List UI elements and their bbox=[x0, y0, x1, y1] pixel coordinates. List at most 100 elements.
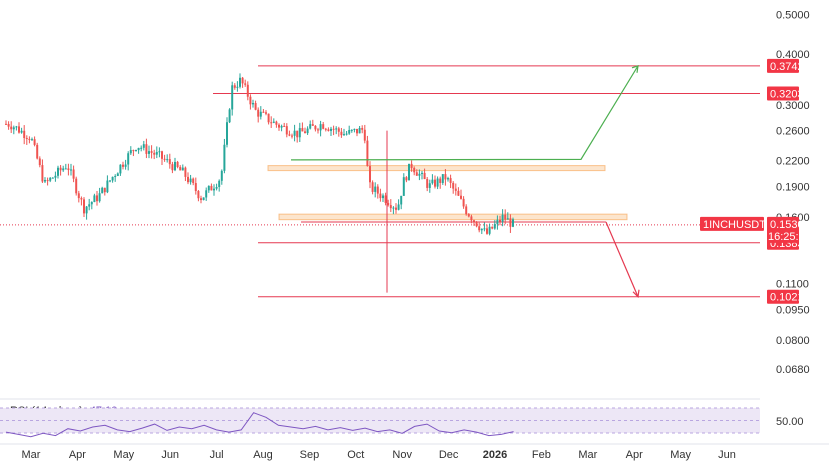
candle-body bbox=[270, 122, 273, 124]
candle-body bbox=[434, 179, 436, 187]
candle-body bbox=[20, 130, 23, 133]
candle-body bbox=[205, 190, 208, 198]
price-tick-label: 0.4000 bbox=[776, 49, 810, 61]
time-axis-label: May bbox=[670, 449, 691, 461]
candle-body bbox=[226, 122, 228, 145]
candle-body bbox=[405, 177, 408, 181]
candle-body bbox=[275, 121, 278, 125]
price-axis[interactable]: 0.50000.40000.30000.26000.22000.19000.16… bbox=[776, 9, 810, 376]
candle-body bbox=[460, 195, 462, 199]
candle-body bbox=[366, 140, 369, 167]
candle-body bbox=[189, 178, 192, 183]
candle-body bbox=[384, 195, 387, 203]
candle-body bbox=[296, 130, 299, 138]
level-price-tag bbox=[767, 289, 799, 304]
level-price-tag-label: 0.3742 bbox=[770, 61, 804, 73]
candle-body bbox=[25, 138, 28, 140]
current-price-label: 0.1530 bbox=[770, 219, 804, 231]
candle-body bbox=[389, 205, 392, 209]
candle-body bbox=[304, 131, 306, 134]
candle-body bbox=[90, 202, 93, 205]
candle-body bbox=[330, 128, 332, 131]
candle-body bbox=[496, 219, 499, 225]
candle-body bbox=[168, 159, 171, 165]
candle-body bbox=[470, 216, 473, 221]
candle-body bbox=[272, 121, 275, 123]
candle-body bbox=[218, 180, 221, 188]
candle-body bbox=[345, 133, 348, 135]
symbol-tag bbox=[700, 216, 764, 231]
candle-body bbox=[194, 183, 197, 192]
rsi-pane[interactable]: RSI (14, close) 47.10 50.00 bbox=[0, 398, 804, 438]
candle-body bbox=[200, 198, 202, 201]
candle-body bbox=[332, 128, 335, 130]
candle-body bbox=[171, 164, 174, 171]
candle-body bbox=[119, 164, 122, 174]
candle-body bbox=[127, 153, 130, 165]
candle-body bbox=[257, 109, 260, 117]
candle-body bbox=[278, 124, 280, 128]
candle-body bbox=[324, 128, 327, 130]
candle-body bbox=[132, 150, 135, 152]
candle-body bbox=[262, 111, 265, 113]
candles bbox=[5, 73, 514, 236]
candle-body bbox=[231, 85, 234, 110]
bullish-arrowhead bbox=[631, 64, 639, 73]
candle-body bbox=[397, 204, 400, 210]
price-zones bbox=[267, 165, 628, 221]
candle-body bbox=[327, 129, 330, 131]
time-axis[interactable]: Mar Apr May Jun Jul Aug Sep Oct Nov Dec 2026 Feb Mar… bbox=[0, 443, 829, 461]
candle-body bbox=[181, 167, 184, 171]
candle-body bbox=[75, 178, 78, 194]
candle-body bbox=[176, 161, 179, 168]
candle-body bbox=[77, 193, 80, 199]
candle-body bbox=[439, 178, 442, 183]
price-tick-label: 0.0680 bbox=[776, 364, 810, 376]
candle-body bbox=[36, 144, 39, 159]
level-price-tag bbox=[767, 86, 799, 101]
candle-body bbox=[353, 128, 356, 130]
candle-body bbox=[111, 176, 114, 181]
candle-body bbox=[41, 165, 44, 182]
candle-body bbox=[465, 206, 468, 215]
supply-demand-zone bbox=[267, 165, 606, 172]
time-axis-label: Feb bbox=[532, 449, 551, 461]
candle-body bbox=[288, 134, 291, 136]
candle-body bbox=[70, 169, 72, 171]
candle-body bbox=[491, 226, 494, 229]
candle-body bbox=[410, 163, 413, 168]
time-axis-label: Oct bbox=[347, 449, 364, 461]
price-tick-label: 0.2600 bbox=[776, 126, 810, 138]
supply-demand-zone bbox=[278, 213, 628, 221]
candle-body bbox=[72, 169, 75, 179]
candle-body bbox=[67, 168, 70, 171]
rsi-line bbox=[5, 412, 514, 438]
candle-body bbox=[244, 83, 247, 85]
candle-body bbox=[213, 188, 215, 191]
time-axis-label: 2026 bbox=[483, 449, 507, 461]
candle-body bbox=[478, 226, 481, 231]
candle-body bbox=[512, 219, 514, 227]
candle-body bbox=[449, 178, 452, 183]
candle-body bbox=[501, 214, 504, 222]
level-price-tag-label: 0.1021 bbox=[770, 292, 804, 304]
candle-body bbox=[436, 178, 439, 187]
price-tick-label: 0.1100 bbox=[776, 278, 809, 290]
candle-body bbox=[223, 144, 226, 171]
candle-body bbox=[488, 226, 491, 234]
level-lines bbox=[0, 65, 760, 298]
candle-body bbox=[361, 127, 364, 130]
candle-body bbox=[441, 174, 444, 183]
candle-body bbox=[64, 168, 67, 170]
candle-body bbox=[101, 187, 104, 194]
candle-body bbox=[33, 139, 36, 145]
time-axis-label: Jun bbox=[161, 449, 179, 461]
candle-body bbox=[421, 172, 423, 174]
candle-body bbox=[80, 198, 83, 200]
candle-body bbox=[96, 195, 98, 202]
price-tick-label: 0.0950 bbox=[776, 305, 810, 317]
candle-body bbox=[15, 126, 18, 128]
candle-body bbox=[379, 193, 382, 199]
candle-body bbox=[371, 182, 374, 192]
